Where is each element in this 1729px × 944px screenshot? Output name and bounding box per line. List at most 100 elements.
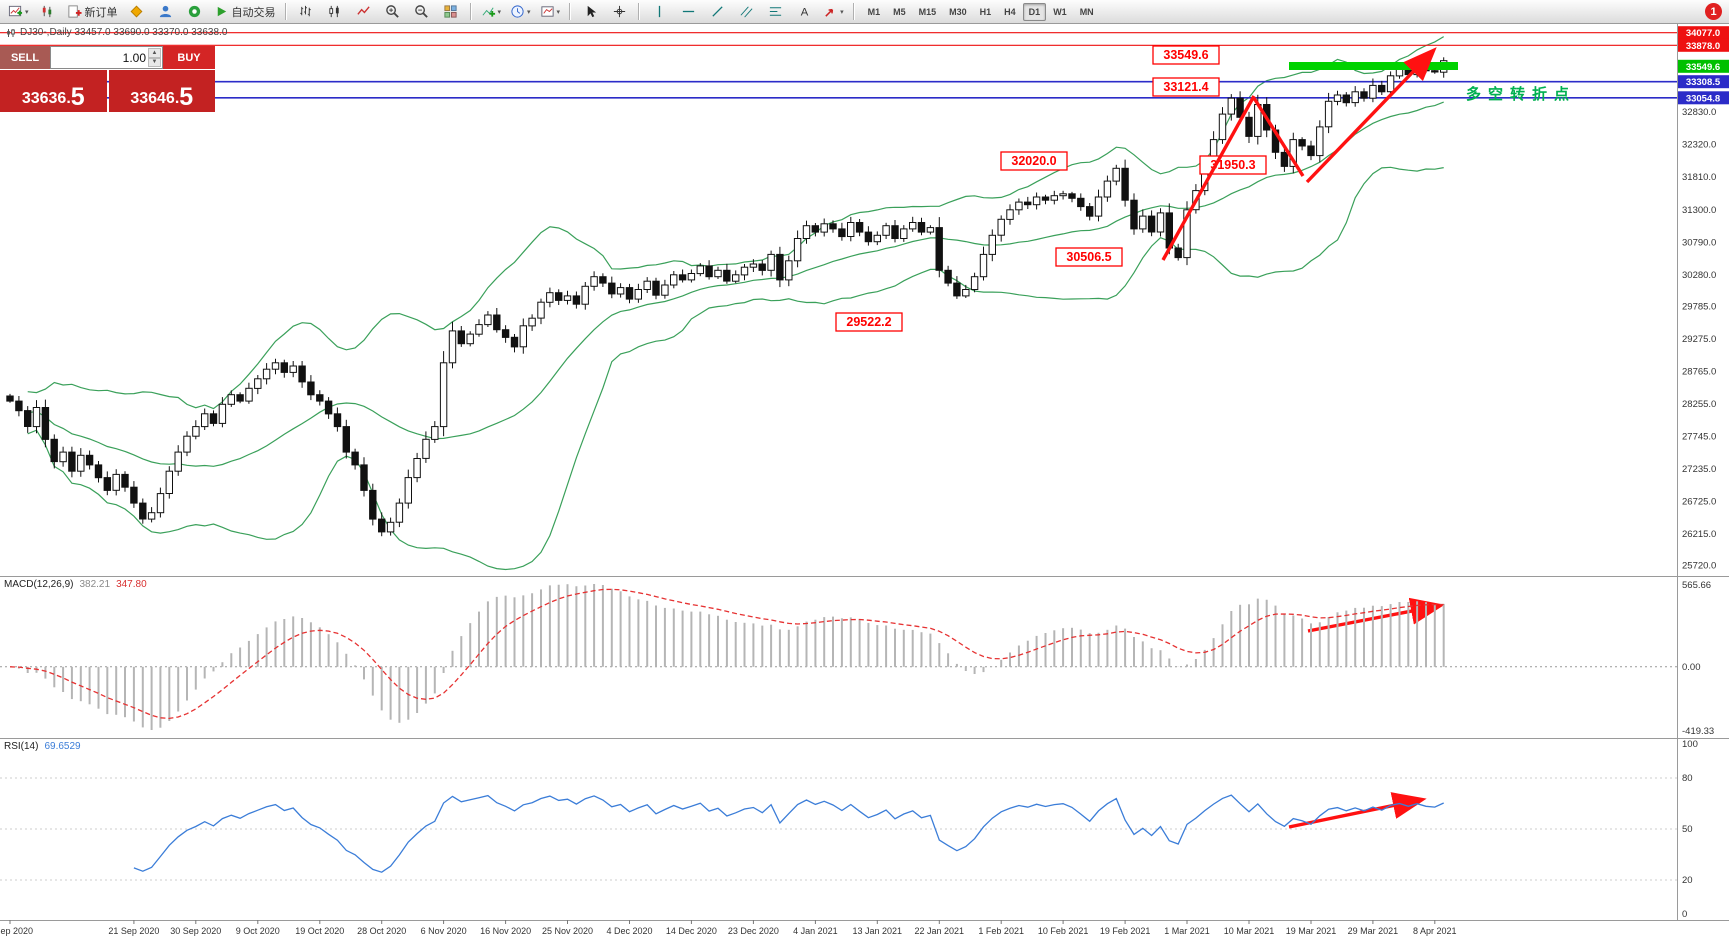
timeframe-button-m5[interactable]: M5 xyxy=(893,6,906,17)
community-button[interactable] xyxy=(152,1,180,23)
line-chart-mode-button[interactable] xyxy=(350,1,378,23)
vertical-line-tool[interactable] xyxy=(645,1,673,23)
buy-price-box[interactable]: 33646. 5 xyxy=(108,70,215,112)
toolbar-separator xyxy=(569,3,572,20)
timeframe-button-d1[interactable]: D1 xyxy=(1022,2,1047,21)
new-chart-button[interactable]: ▾ xyxy=(4,1,33,23)
rsi-name: RSI(14) xyxy=(4,741,39,752)
price-axis-tick: 31810.0 xyxy=(1682,172,1716,183)
price-axis-tick: 32830.0 xyxy=(1682,107,1716,118)
cursor-button[interactable] xyxy=(576,1,604,23)
time-axis[interactable]: 1 Sep 2020 21 Sep 2020 30 Sep 2020 9 Oct 20… xyxy=(0,920,1457,936)
price-axis[interactable]: 32830.0 32320.0 31810.0 31300.0 30790.0 30280… xyxy=(0,24,1729,921)
time-axis-label: 1 Mar 2021 xyxy=(1164,926,1210,936)
fibonacci-tool[interactable] xyxy=(761,1,789,23)
price-callout[interactable]: 33121.4 xyxy=(1152,77,1220,97)
price-callout[interactable]: 30506.5 xyxy=(1055,247,1123,267)
timeframe-button-m15[interactable]: M15 xyxy=(918,6,937,17)
mql5-button[interactable] xyxy=(181,1,209,23)
time-axis-label: 19 Mar 2021 xyxy=(1286,926,1337,936)
time-axis-label: 28 Oct 2020 xyxy=(357,926,406,936)
templates-button[interactable]: ▾ xyxy=(536,1,565,23)
time-axis-label: 22 Jan 2021 xyxy=(915,926,965,936)
rsi-axis-label: 20 xyxy=(1682,875,1693,886)
trend-arrow[interactable] xyxy=(1161,95,1256,261)
time-axis-label: 8 Apr 2021 xyxy=(1413,926,1457,936)
timeframe-button-m1[interactable]: M1 xyxy=(867,6,881,17)
time-axis-label: 10 Mar 2021 xyxy=(1224,926,1275,936)
price-callout[interactable]: 29522.2 xyxy=(835,312,903,332)
new-order-label: 新订单 xyxy=(84,6,118,19)
metaquotes-button[interactable] xyxy=(123,1,151,23)
text-tool[interactable]: A xyxy=(790,1,818,23)
mql5-icon xyxy=(188,5,201,18)
tile-windows-icon xyxy=(444,5,457,18)
macd-signal-line xyxy=(9,588,1444,720)
one-click-trading-panel: SELL 1.00 ▲ ▼ BUY 33636. 5 33646. 5 xyxy=(0,46,215,112)
time-axis-label: 1 Feb 2021 xyxy=(978,926,1024,936)
main-toolbar: ▾ 新订单 自动交易 ▾ ▾ xyxy=(0,0,1729,24)
timeframe-button-w1[interactable]: W1 xyxy=(1053,6,1067,17)
sell-button[interactable]: SELL xyxy=(0,46,50,69)
macd-indicator xyxy=(0,584,1677,730)
timeframe-button-h1[interactable]: H1 xyxy=(979,6,992,17)
crosshair-button[interactable] xyxy=(605,1,633,23)
channel-icon xyxy=(740,6,753,18)
zoom-in-button[interactable] xyxy=(379,1,407,23)
channel-tool[interactable] xyxy=(732,1,760,23)
chart-canvas[interactable]: 33549.6 33121.4 32020.0 31950.3 30506.5 29522… xyxy=(0,24,1729,944)
price-axis-level-badge xyxy=(1678,75,1729,89)
trend-arrow[interactable] xyxy=(1288,792,1427,829)
price-axis-tick: 26215.0 xyxy=(1682,529,1716,540)
time-axis-label: 21 Sep 2020 xyxy=(108,926,159,936)
crosshair-icon xyxy=(613,5,625,18)
bollinger-middle-band xyxy=(27,101,1444,467)
trend-arrow[interactable] xyxy=(1252,97,1305,177)
svg-text:33549.6: 33549.6 xyxy=(1686,62,1720,73)
profiles-chart-icon xyxy=(42,5,52,18)
chevron-down-icon: ▾ xyxy=(840,8,844,16)
new-order-button[interactable]: 新订单 xyxy=(63,1,122,23)
profiles-button[interactable] xyxy=(34,1,62,23)
ohlc-bars-icon xyxy=(300,5,311,17)
candlestick-mode-button[interactable] xyxy=(321,1,349,23)
horizontal-level-lines[interactable] xyxy=(0,32,1677,99)
trendline-tool[interactable] xyxy=(703,1,731,23)
notification-badge[interactable]: 1 xyxy=(1705,3,1722,20)
time-axis-label: 4 Dec 2020 xyxy=(606,926,652,936)
macd-name: MACD(12,26,9) xyxy=(4,579,74,590)
sell-price-box[interactable]: 33636. 5 xyxy=(0,70,107,112)
buy-button[interactable]: BUY xyxy=(163,46,215,69)
toolbar-separator xyxy=(284,3,287,20)
volume-input[interactable]: 1.00 ▲ ▼ xyxy=(50,46,163,69)
tile-windows-button[interactable] xyxy=(437,1,465,23)
autotrading-button[interactable]: 自动交易 xyxy=(210,1,280,23)
indicators-button[interactable]: ▾ xyxy=(477,1,506,23)
stepper-down-icon[interactable]: ▼ xyxy=(148,57,161,67)
chart-title: DJ30-,Daily 33457.0 33690.0 33370.0 3363… xyxy=(6,27,227,38)
timeframe-button-h4[interactable]: H4 xyxy=(1004,6,1016,17)
timeframe-button-mn[interactable]: MN xyxy=(1079,6,1094,17)
timeframe-button-m30[interactable]: M30 xyxy=(949,6,967,17)
chevron-down-icon: ▾ xyxy=(556,8,561,16)
price-axis-tick: 28255.0 xyxy=(1682,399,1716,410)
time-axis-label: 13 Jan 2021 xyxy=(853,926,903,936)
trend-arrow[interactable] xyxy=(1305,47,1437,184)
periods-button[interactable]: ▾ xyxy=(506,1,535,23)
bollinger-lower-band xyxy=(27,166,1444,571)
svg-text:30506.5: 30506.5 xyxy=(1066,250,1111,264)
volume-stepper[interactable]: ▲ ▼ xyxy=(148,48,161,67)
chart-note-annotation[interactable]: 多空转折点 xyxy=(1466,86,1577,103)
stepper-up-icon[interactable]: ▲ xyxy=(148,48,161,58)
price-axis-tick: 30790.0 xyxy=(1682,237,1716,248)
buy-price-frac: 5 xyxy=(179,83,194,111)
zoom-out-button[interactable] xyxy=(408,1,436,23)
arrows-tool[interactable]: ▾ xyxy=(819,1,848,23)
price-callout[interactable]: 31950.3 xyxy=(1199,155,1267,175)
price-callout[interactable]: 32020.0 xyxy=(1000,151,1068,171)
time-axis-label: 9 Oct 2020 xyxy=(236,926,280,936)
price-callout[interactable]: 33549.6 xyxy=(1152,45,1220,65)
horizontal-line-tool[interactable] xyxy=(674,1,702,23)
highlight-zone-rect[interactable] xyxy=(1289,62,1458,70)
bar-chart-mode-button[interactable] xyxy=(292,1,320,23)
